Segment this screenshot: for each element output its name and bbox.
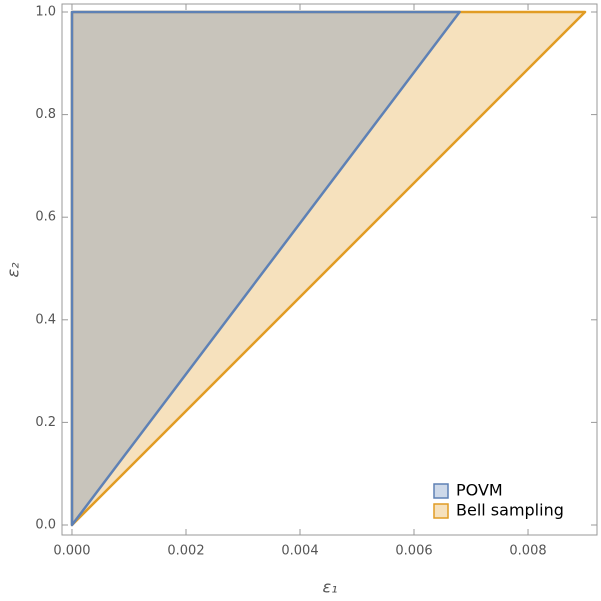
- y-tick-label: 0.2: [35, 415, 56, 430]
- x-tick-label: 0.008: [509, 544, 546, 559]
- legend-label: Bell sampling: [456, 501, 564, 520]
- x-tick-label: 0.002: [167, 544, 204, 559]
- y-tick-label: 0.8: [35, 107, 56, 122]
- x-tick-label: 0.004: [281, 544, 318, 559]
- region: [70, 10, 461, 527]
- y-axis-label: ε₂: [4, 262, 23, 278]
- frame: [61, 3, 598, 536]
- legend-label: POVM: [456, 481, 503, 500]
- y-tick-label: 0.4: [35, 312, 56, 327]
- y-tick-label: 0.0: [35, 517, 56, 532]
- x-tick-label: 0.000: [53, 544, 90, 559]
- x-tick-label: 0.006: [395, 544, 432, 559]
- y-tick-label: 0.6: [35, 210, 56, 225]
- y-tick-label: 1.0: [35, 5, 56, 20]
- legend-swatch: [433, 503, 449, 519]
- x-axis-label: ε₁: [322, 578, 337, 597]
- legend-swatch: [433, 483, 449, 499]
